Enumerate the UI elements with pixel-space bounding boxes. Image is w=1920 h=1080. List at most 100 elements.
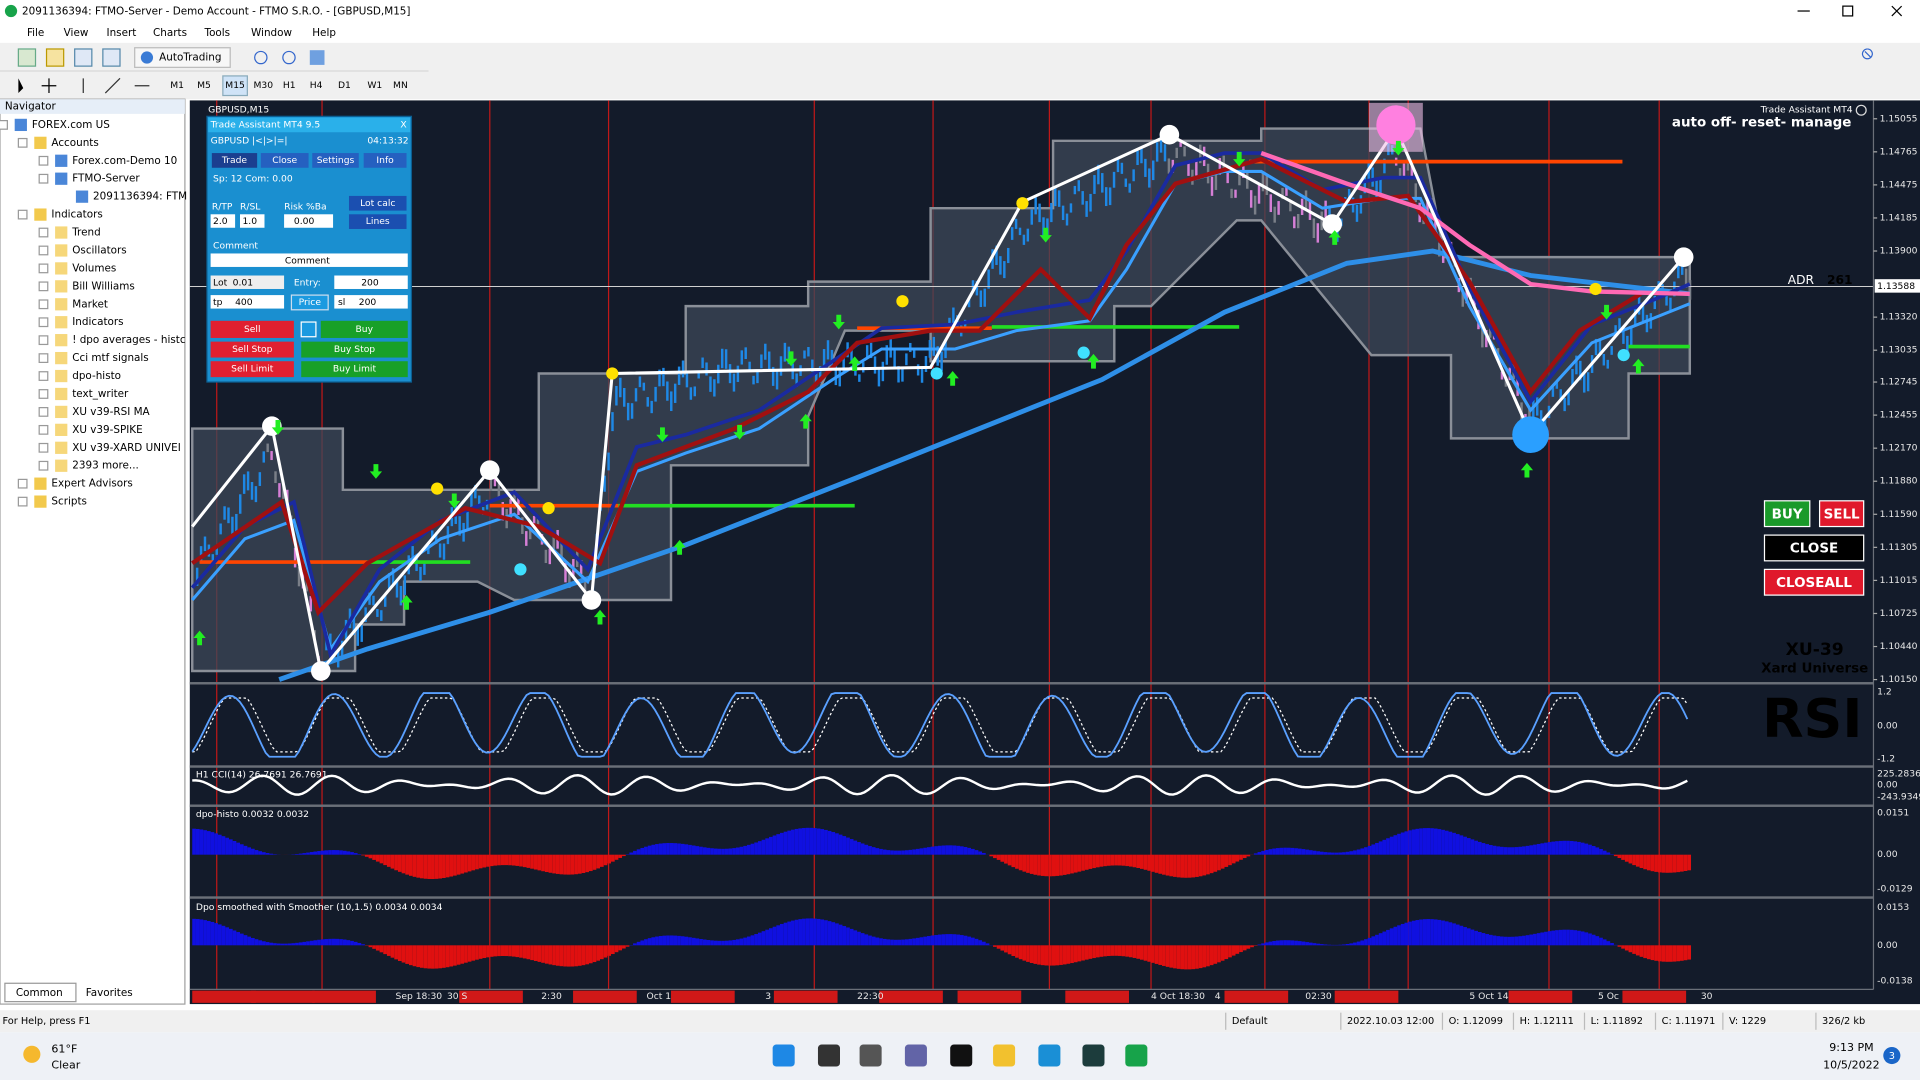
tree-toggle[interactable] — [38, 155, 49, 166]
sell-button[interactable] — [210, 320, 294, 338]
panel-symbol[interactable]: GBPUSD |<|>|=| — [211, 135, 288, 146]
tree-item[interactable]: Trend — [71, 227, 100, 239]
app-icon[interactable] — [1038, 1044, 1061, 1067]
tree-item[interactable]: Scripts — [51, 496, 87, 508]
tree-toggle[interactable] — [38, 442, 49, 453]
tool-icon[interactable] — [17, 48, 37, 67]
tool-icon[interactable] — [45, 48, 65, 67]
sellstop-button[interactable] — [210, 341, 294, 358]
tree-toggle[interactable] — [0, 120, 8, 130]
input[interactable] — [284, 214, 334, 228]
input[interactable] — [334, 295, 408, 309]
tree-toggle[interactable] — [17, 137, 28, 148]
tree-toggle[interactable] — [38, 389, 49, 399]
tree-toggle[interactable] — [38, 424, 49, 435]
tree-toggle[interactable] — [38, 263, 49, 274]
tree-item[interactable]: Indicators — [72, 316, 123, 328]
buylimit-button[interactable] — [301, 361, 408, 378]
timeframe[interactable]: M5 — [197, 80, 211, 91]
tool-icon[interactable] — [74, 48, 93, 67]
menu-item[interactable]: Window — [251, 27, 292, 39]
close-window[interactable] — [1891, 5, 1903, 17]
lotcalc-button[interactable] — [348, 195, 407, 211]
timeframe[interactable]: W1 — [367, 80, 382, 91]
tree-item[interactable]: dpo-histo — [72, 370, 121, 382]
tree-toggle[interactable] — [38, 299, 49, 310]
tree-toggle[interactable] — [38, 353, 49, 364]
tree-item[interactable]: XU v39-SPIKE — [72, 424, 142, 436]
app-icon[interactable] — [1125, 1044, 1148, 1067]
menu-item[interactable]: Charts — [153, 27, 187, 39]
tab-label[interactable]: Favorites — [86, 987, 133, 999]
tree-toggle[interactable] — [17, 496, 28, 507]
tab-common[interactable] — [4, 982, 77, 1003]
zoom-in[interactable] — [254, 50, 268, 65]
panel-tab[interactable] — [312, 153, 359, 168]
menu-item[interactable]: Help — [312, 27, 336, 39]
toggle[interactable] — [300, 321, 317, 338]
tree-item[interactable]: 2393 more... — [72, 460, 139, 472]
menu-item[interactable]: Insert — [107, 27, 137, 39]
panel-tab[interactable] — [260, 153, 309, 168]
search-icon[interactable] — [1861, 48, 1873, 60]
menu-item[interactable]: View — [64, 27, 89, 39]
buy-button[interactable] — [320, 320, 408, 338]
input[interactable] — [210, 295, 285, 309]
tree-toggle[interactable] — [38, 227, 49, 238]
app-icon[interactable] — [859, 1044, 882, 1067]
panel-tab[interactable] — [211, 153, 258, 168]
notification-badge[interactable] — [1883, 1046, 1901, 1065]
input[interactable] — [210, 214, 236, 228]
cursor-tool[interactable] — [18, 78, 24, 94]
timeframe[interactable]: M1 — [170, 80, 184, 91]
input[interactable] — [334, 275, 408, 289]
tree-item[interactable]: Indicators — [51, 209, 102, 221]
tree-toggle[interactable] — [38, 335, 49, 346]
crosshair-tool[interactable] — [41, 78, 57, 94]
app-icon[interactable] — [817, 1044, 840, 1067]
closeall-button[interactable] — [1763, 568, 1865, 596]
panel-close[interactable]: X — [400, 119, 406, 130]
tree-item[interactable]: Forex.com-Demo 10 — [72, 155, 177, 167]
app-icon[interactable] — [904, 1044, 927, 1067]
menu-item[interactable]: File — [27, 27, 44, 39]
tree-toggle[interactable] — [38, 407, 49, 417]
tree-item[interactable]: Market — [72, 298, 108, 310]
tree-item[interactable]: Cci mtf signals — [72, 352, 148, 364]
timeframe[interactable]: D1 — [338, 80, 351, 91]
timeframe[interactable]: H1 — [283, 80, 296, 91]
tree-toggle[interactable] — [17, 209, 28, 220]
input[interactable] — [210, 275, 285, 289]
app-icon[interactable] — [950, 1044, 973, 1067]
tree-toggle[interactable] — [38, 281, 49, 292]
input[interactable] — [240, 214, 265, 228]
timeframe[interactable]: MN — [393, 80, 408, 91]
tile[interactable] — [309, 50, 325, 65]
tree-item[interactable]: FTMO-Server — [72, 173, 140, 185]
maximize[interactable] — [1842, 5, 1854, 17]
menu-item[interactable]: Tools — [203, 27, 230, 39]
app-icon[interactable] — [993, 1044, 1016, 1067]
tree-toggle[interactable] — [38, 317, 49, 328]
tree-item[interactable]: text_writer — [72, 388, 129, 400]
app-icon[interactable] — [1082, 1044, 1105, 1067]
tree-item[interactable]: 2091136394: FTM — [93, 191, 187, 203]
ea-status[interactable]: auto off- reset- manage — [1672, 115, 1852, 130]
buy-button[interactable] — [1763, 500, 1811, 528]
tree-item[interactable]: ! dpo averages - histc — [72, 334, 186, 346]
app-icon[interactable] — [772, 1044, 795, 1067]
tree-toggle[interactable] — [38, 173, 49, 184]
autotrading-button[interactable] — [134, 47, 231, 68]
panel-tab[interactable] — [363, 153, 407, 168]
tree-toggle[interactable] — [38, 460, 49, 471]
tree-item[interactable]: Expert Advisors — [51, 478, 132, 490]
tree-item[interactable]: Volumes — [72, 262, 116, 274]
sell-button[interactable] — [1818, 500, 1865, 528]
selllimit-button[interactable] — [210, 361, 294, 378]
tree-item[interactable]: Oscillators — [72, 244, 126, 256]
tree-toggle[interactable] — [38, 245, 49, 256]
buystop-button[interactable] — [301, 341, 408, 358]
tree-toggle[interactable] — [17, 478, 28, 489]
draw-tools[interactable] — [82, 77, 150, 94]
tree-item[interactable]: XU v39-XARD UNIVEI — [72, 442, 181, 454]
